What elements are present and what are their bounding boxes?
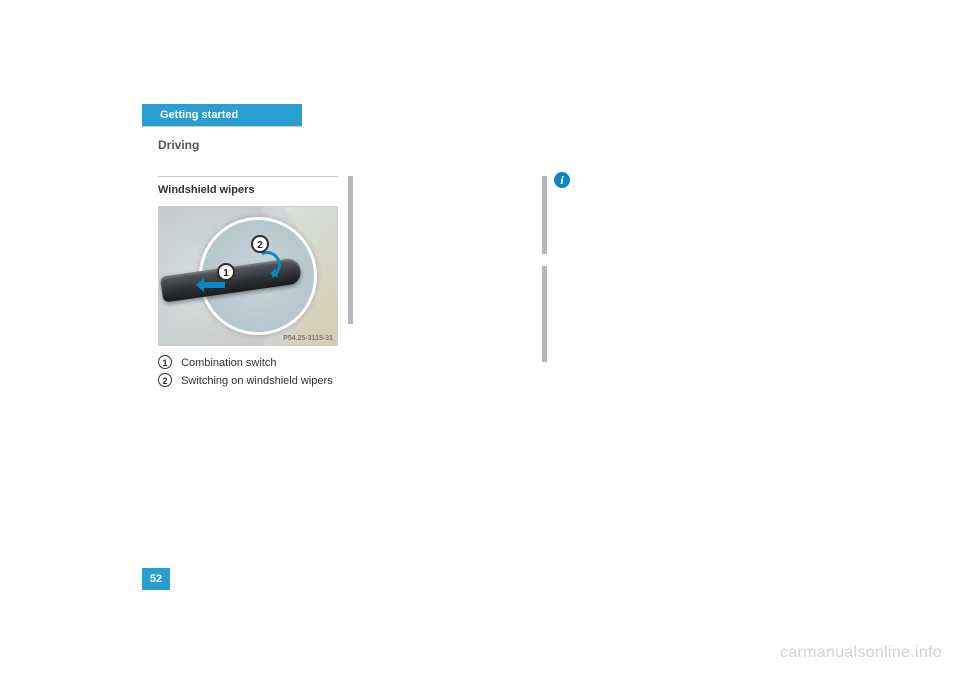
- note-bar: [348, 176, 353, 324]
- section-tab: Getting started: [142, 104, 302, 126]
- manual-page: Getting started Driving Windshield wiper…: [128, 60, 832, 618]
- legend-row: 2 Switching on windshield wipers: [158, 372, 333, 390]
- legend-row: 1 Combination switch: [158, 354, 333, 372]
- legend-text: Switching on windshield wipers: [181, 375, 333, 387]
- horizontal-rule: [158, 176, 338, 177]
- info-icon: [554, 172, 570, 188]
- watermark: carmanualsonline.info: [780, 644, 942, 662]
- arrow-axial-icon: [203, 282, 225, 288]
- section-title: Driving: [158, 138, 199, 152]
- legend-number: 2: [158, 373, 172, 387]
- callout-2: 2: [251, 235, 269, 253]
- figure-legend: 1 Combination switch 2 Switching on wind…: [158, 354, 333, 390]
- info-bar: [542, 176, 547, 254]
- figure-caption: P54.25-3115-31: [283, 335, 333, 342]
- legend-number: 1: [158, 355, 172, 369]
- tab-underline: [142, 126, 302, 127]
- subheading: Windshield wipers: [158, 184, 254, 196]
- callout-1: 1: [217, 263, 235, 281]
- page-number: 52: [142, 568, 170, 590]
- wiper-stalk-figure: 1 2 P54.25-3115-31: [158, 206, 338, 346]
- legend-text: Combination switch: [181, 357, 276, 369]
- note-bar-2: [542, 266, 547, 362]
